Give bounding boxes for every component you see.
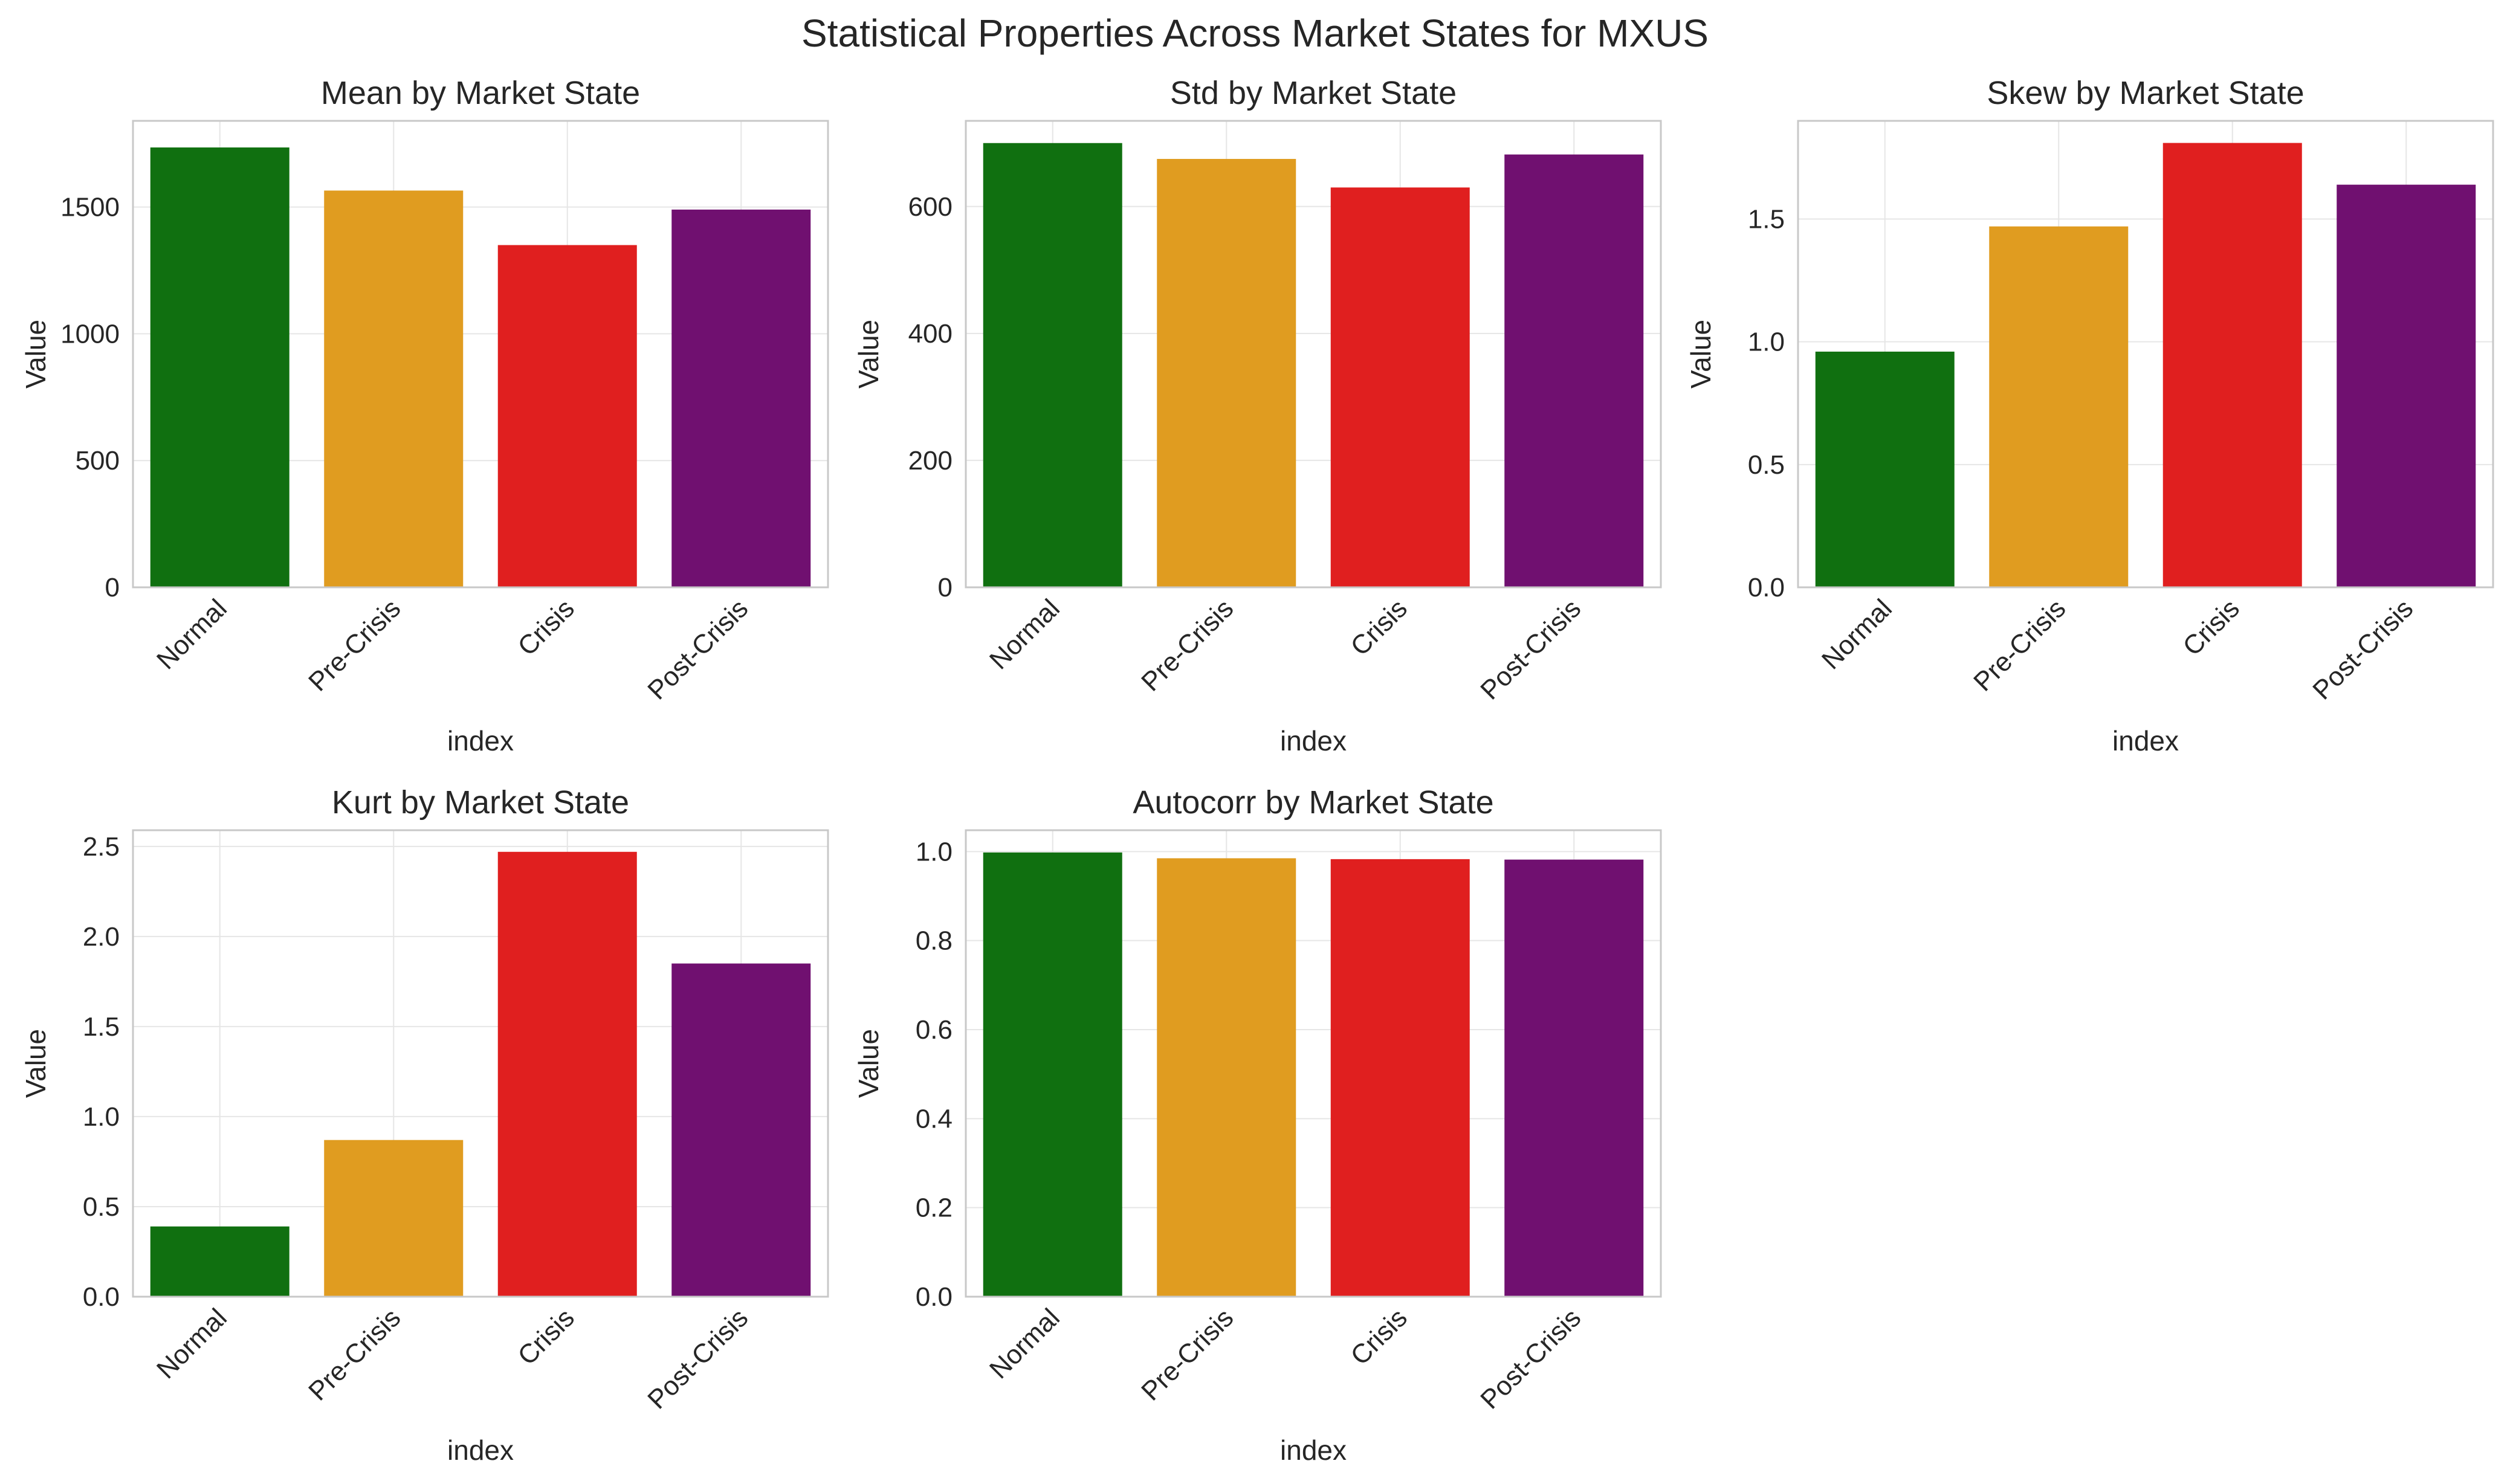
subplot-4: 0.0 0.5 1.0 1.5 2.0 2.5 Normal Pre-Crisis Crisis… — [20, 784, 829, 1466]
bar-normal — [150, 147, 289, 588]
x-tick-label: Post-Crisis — [1475, 1303, 1587, 1415]
y-tick-label: 1.0 — [83, 1102, 120, 1132]
x-axis-label: index — [447, 725, 514, 757]
x-axis-label: index — [1280, 1434, 1347, 1466]
y-tick-label: 1.5 — [1748, 205, 1785, 234]
y-tick-label: 200 — [908, 446, 953, 476]
subplot-3: 0.0 0.5 1.0 1.5 Normal Pre-Crisis Crisis Post-C… — [1685, 75, 2494, 757]
y-tick-label: 500 — [76, 446, 120, 476]
y-tick-label: 0 — [938, 573, 953, 602]
bar-post-crisis — [671, 963, 811, 1297]
bar-pre-crisis — [1989, 226, 2129, 587]
bar-normal — [983, 852, 1122, 1297]
x-tick-label: Crisis — [512, 1303, 580, 1370]
x-tick-label: Pre-Crisis — [303, 1303, 406, 1406]
x-axis-label: index — [2112, 725, 2179, 757]
axes-frame — [132, 829, 829, 1298]
x-tick-label: Normal — [984, 593, 1066, 675]
bar-pre-crisis — [324, 1140, 464, 1297]
y-tick-label: 0.0 — [1748, 573, 1785, 602]
x-axis-label: index — [447, 1434, 514, 1466]
x-tick-label: Normal — [1816, 593, 1898, 675]
y-tick-label: 1.5 — [83, 1012, 120, 1042]
subplot-title: Kurt by Market State — [332, 784, 629, 821]
bar-post-crisis — [1504, 859, 1644, 1297]
subplot-title: Mean by Market State — [321, 75, 640, 111]
y-tick-label: 2.5 — [83, 832, 120, 862]
y-tick-label: 0.2 — [916, 1193, 953, 1223]
x-tick-label: Pre-Crisis — [1968, 593, 2071, 697]
bar-pre-crisis — [1157, 858, 1296, 1297]
y-axis-label: Value — [20, 1029, 51, 1098]
bar-pre-crisis — [1157, 159, 1296, 588]
subplot-1: 0 500 1000 1500 Normal Pre-Crisis Crisis Post-C… — [20, 75, 829, 757]
bar-normal — [150, 1226, 289, 1297]
x-tick-label: Post-Crisis — [1475, 593, 1587, 705]
y-tick-label: 1000 — [60, 319, 120, 349]
x-tick-label: Pre-Crisis — [303, 593, 406, 697]
x-axis-label: index — [1280, 725, 1347, 757]
bar-crisis — [497, 851, 637, 1297]
y-tick-label: 1.0 — [916, 837, 953, 866]
y-tick-label: 0.5 — [1748, 450, 1785, 480]
y-tick-label: 1.0 — [1748, 327, 1785, 357]
x-tick-label: Post-Crisis — [642, 593, 754, 705]
y-tick-label: 1500 — [60, 193, 120, 222]
axes-frame — [1797, 120, 2494, 589]
y-axis-label: Value — [853, 320, 884, 389]
x-tick-label: Post-Crisis — [2307, 593, 2419, 705]
bar-crisis — [497, 245, 637, 588]
bar-crisis — [1330, 859, 1470, 1297]
x-tick-label: Crisis — [512, 593, 580, 661]
subplot-title: Autocorr by Market State — [1133, 784, 1493, 821]
bar-pre-crisis — [324, 190, 464, 587]
x-tick-label: Post-Crisis — [642, 1303, 754, 1415]
subplot-2: 0 200 400 600 Normal Pre-Crisis Crisis Post-Cri… — [853, 75, 1662, 757]
y-tick-label: 0.0 — [916, 1282, 953, 1312]
x-tick-label: Crisis — [1345, 593, 1412, 661]
y-tick-label: 0.6 — [916, 1015, 953, 1045]
bar-crisis — [2162, 143, 2302, 587]
y-tick-label: 2.0 — [83, 922, 120, 952]
x-tick-label: Crisis — [2177, 593, 2245, 661]
y-tick-label: 600 — [908, 192, 953, 222]
x-tick-label: Pre-Crisis — [1136, 593, 1239, 697]
x-tick-label: Pre-Crisis — [1136, 1303, 1239, 1406]
figure-title: Statistical Properties Across Market Sta… — [801, 11, 1709, 55]
y-tick-label: 0.5 — [83, 1192, 120, 1222]
x-tick-label: Crisis — [1345, 1303, 1412, 1370]
subplot-title: Skew by Market State — [1987, 75, 2304, 111]
x-tick-label: Normal — [984, 1303, 1066, 1384]
x-tick-label: Normal — [151, 593, 233, 675]
y-tick-label: 400 — [908, 319, 953, 349]
bar-crisis — [1330, 187, 1470, 587]
y-axis-label: Value — [1685, 320, 1716, 389]
axes-frame — [132, 120, 829, 589]
subplot-5: 0.0 0.2 0.4 0.6 0.8 1.0 Normal Pre-Crisis Crisis… — [853, 784, 1662, 1466]
y-axis-label: Value — [853, 1029, 884, 1098]
y-tick-label: 0.4 — [916, 1104, 953, 1134]
bar-post-crisis — [2337, 184, 2476, 588]
axes-frame — [965, 829, 1662, 1298]
bar-post-crisis — [671, 209, 811, 587]
y-axis-label: Value — [20, 320, 51, 389]
y-tick-label: 0.8 — [916, 926, 953, 956]
y-tick-label: 0.0 — [83, 1282, 120, 1312]
axes-frame — [965, 120, 1662, 589]
bar-normal — [983, 143, 1122, 587]
x-tick-label: Normal — [151, 1303, 233, 1384]
bar-normal — [1815, 351, 1955, 587]
bar-post-crisis — [1504, 154, 1644, 587]
subplot-title: Std by Market State — [1170, 75, 1457, 111]
y-tick-label: 0 — [105, 573, 120, 602]
